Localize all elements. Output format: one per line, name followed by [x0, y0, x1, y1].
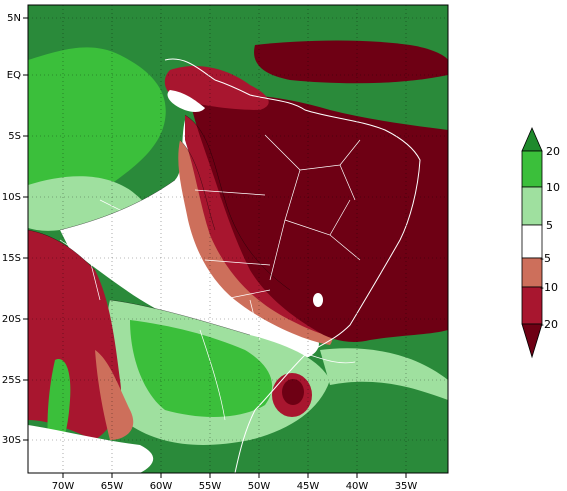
field-below-minus20-northeast: [190, 94, 448, 342]
colorbar-label-5: 5: [546, 219, 553, 232]
field-below-minus20-blob: [282, 379, 304, 405]
contour-lines: [28, 114, 291, 336]
south-coast: [199, 329, 356, 421]
colorbar-label-minus10: -10: [540, 281, 558, 294]
lon-label-45w: 45W: [297, 481, 320, 491]
lon-label-65w: 65W: [101, 481, 124, 491]
lat-label-25s: 25S: [2, 375, 21, 386]
lon-label-70w: 70W: [52, 481, 75, 491]
colorbar-bin-5-10: [521, 186, 543, 226]
colorbar-label-10: 10: [546, 181, 560, 194]
colorbar-bin-10-20: [521, 150, 543, 188]
colorbar-label-minus5: -5: [540, 252, 551, 265]
field-neutral-spot: [313, 293, 323, 307]
lat-label-30s: 30S: [2, 435, 21, 446]
colorbar-bin-minus5-minus10: [521, 257, 543, 288]
colorbar-bottom-arrow: [521, 323, 543, 359]
lat-label-eq: EQ: [7, 70, 21, 81]
field-10-20-amazon: [28, 47, 166, 205]
colorbar: 20 10 5 -5 -10 -20: [521, 126, 560, 359]
colorbar-bin-neutral: [521, 224, 543, 259]
tick-marks: [23, 17, 407, 478]
field-below-minus20-atlantic: [254, 40, 448, 84]
field-minus5-minus10-west: [95, 350, 134, 440]
lon-label-55w: 55W: [199, 481, 222, 491]
lat-label-15s: 15S: [2, 253, 21, 264]
lon-labels: 70W 65W 60W 55W 50W 45W 40W 35W: [52, 481, 418, 491]
map-panel: [28, 5, 448, 473]
field-neutral-amazonmouth: [167, 90, 205, 112]
lat-label-10s: 10S: [2, 192, 21, 203]
lon-label-60w: 60W: [150, 481, 173, 491]
lat-label-5n: 5N: [7, 13, 21, 24]
map-frame: [27, 4, 449, 474]
lon-label-50w: 50W: [248, 481, 271, 491]
coastline: [164, 58, 421, 473]
lon-label-40w: 40W: [346, 481, 369, 491]
field-10-20-south: [130, 320, 273, 417]
field-5-10-southocean: [320, 348, 448, 400]
lon-label-35w: 35W: [395, 481, 418, 491]
lat-labels: 5N EQ 5S 10S 15S 20S 25S 30S: [2, 13, 21, 446]
lat-label-20s: 20S: [2, 314, 21, 325]
colorbar-label-20: 20: [546, 145, 560, 158]
colorbar-top-arrow: [521, 126, 543, 152]
state-borders: [59, 134, 361, 341]
lat-label-5s: 5S: [8, 131, 21, 142]
colorbar-bin-minus10-minus20: [521, 286, 543, 325]
field-neutral-southwest: [28, 425, 154, 473]
colorbar-label-minus20: -20: [540, 318, 558, 331]
